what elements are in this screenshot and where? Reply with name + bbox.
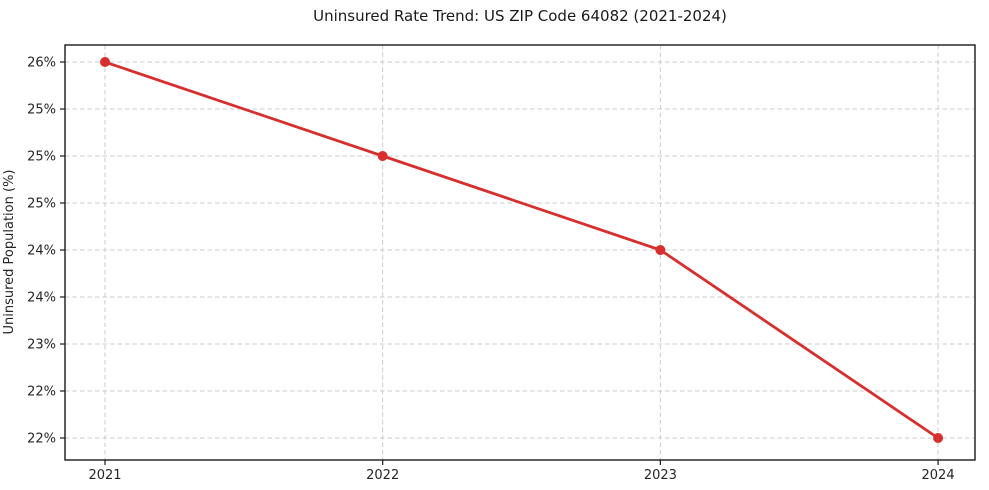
y-tick-label: 22% (27, 432, 56, 447)
chart-title: Uninsured Rate Trend: US ZIP Code 64082 … (313, 7, 727, 25)
y-tick-label: 24% (27, 244, 56, 259)
y-tick-label: 25% (27, 150, 56, 165)
data-point-marker (99, 57, 110, 68)
trend-line (103, 60, 940, 440)
chart-layers: 2021 2022 2023 2024 26% 25% 25% 25% 24% 24% 23% 22%… (27, 44, 976, 483)
y-tick-label: 23% (27, 338, 56, 353)
x-tick-label: 2021 (88, 468, 121, 483)
y-tick-label: 26% (27, 56, 56, 71)
y-tick-label: 25% (27, 197, 56, 212)
y-tick-label: 24% (27, 291, 56, 306)
x-tick-label: 2024 (922, 468, 955, 483)
plot-border (64, 44, 976, 461)
data-point-marker (377, 151, 388, 162)
y-tick-label: 25% (27, 103, 56, 118)
y-tick-label: 22% (27, 385, 56, 400)
x-tick-label: 2022 (366, 468, 399, 483)
data-point-marker (655, 245, 666, 256)
y-axis-title: Uninsured Population (%) (2, 170, 17, 335)
data-point-marker (933, 433, 944, 444)
x-tick-label: 2023 (644, 468, 677, 483)
